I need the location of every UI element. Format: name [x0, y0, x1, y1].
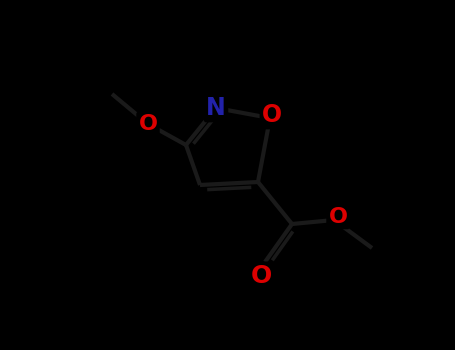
Text: O: O: [138, 114, 157, 134]
Text: N: N: [206, 96, 226, 120]
Text: O: O: [250, 264, 272, 288]
Text: O: O: [262, 103, 282, 127]
Text: O: O: [329, 207, 348, 227]
